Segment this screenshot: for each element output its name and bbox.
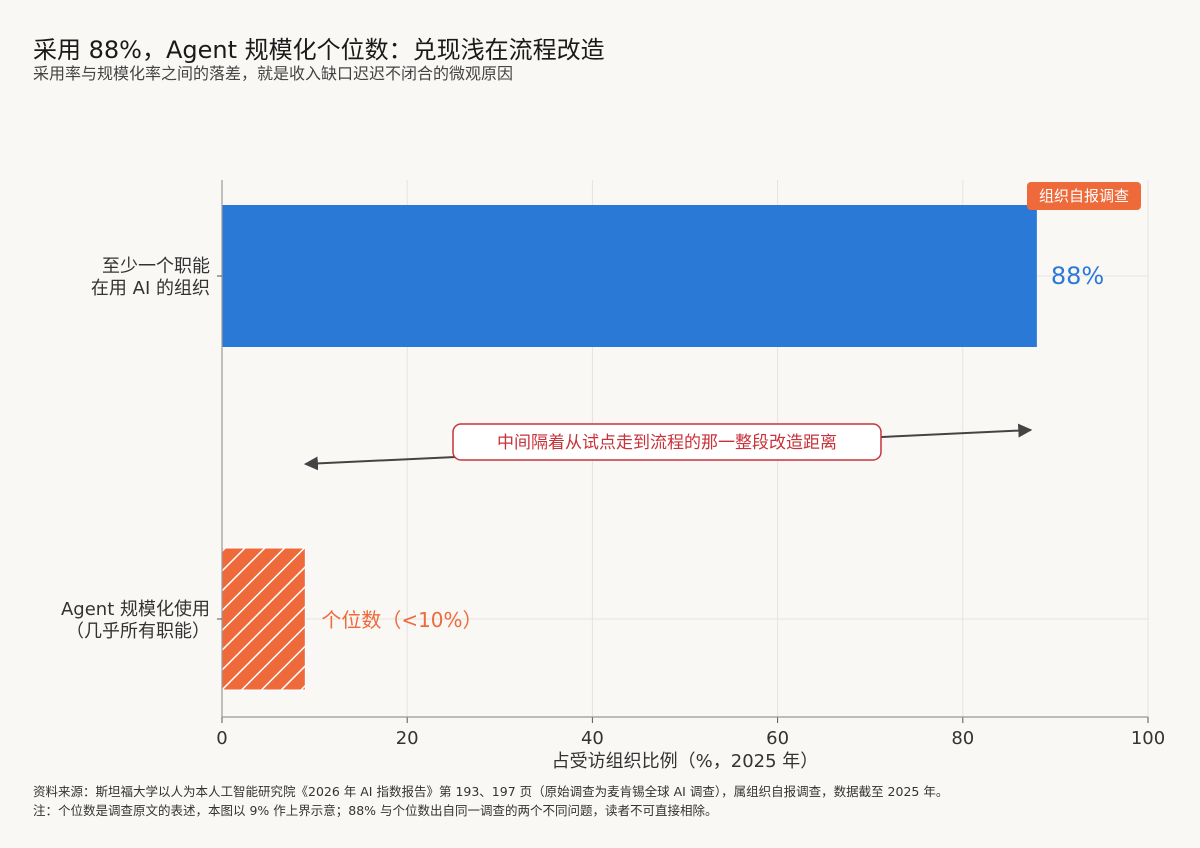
footnote: 注：个位数是调查原文的表述，本图以 9% 作上界示意；88% 与个位数出自同一调…: [33, 803, 718, 818]
x-tick-label: 60: [766, 728, 789, 749]
source-note: 资料来源：斯坦福大学以人为本人工智能研究院《2026 年 AI 指数报告》第 1…: [33, 784, 949, 799]
source-tag: [1027, 182, 1141, 210]
x-tick-label: 80: [951, 728, 974, 749]
annotation-box: [452, 423, 882, 461]
x-tick-label: 20: [396, 728, 419, 749]
bar-1: [221, 547, 306, 691]
bar-value-label: 88%: [1051, 262, 1104, 290]
x-tick-label: 0: [216, 728, 227, 749]
source-tag-label: 组织自报调查: [1039, 187, 1129, 205]
chart-subtitle: 采用率与规模化率之间的落差，就是收入缺口迟迟不闭合的微观原因: [33, 64, 514, 83]
y-tick-label: Agent 规模化使用（几乎所有职能）: [61, 599, 210, 642]
x-axis-label: 占受访组织比例（%，2025 年）: [552, 751, 819, 772]
x-tick-label: 100: [1131, 728, 1165, 749]
chart-title: 采用 88%，Agent 规模化个位数：兑现浅在流程改造: [33, 36, 605, 64]
x-tick-label: 40: [581, 728, 604, 749]
bar-value-label: 个位数（<10%）: [321, 608, 482, 632]
annotation-text: 中间隔着从试点走到流程的那一整段改造距离: [497, 433, 837, 453]
y-tick-label: 至少一个职能在用 AI 的组织: [91, 256, 210, 299]
bar-0: [222, 205, 1037, 347]
